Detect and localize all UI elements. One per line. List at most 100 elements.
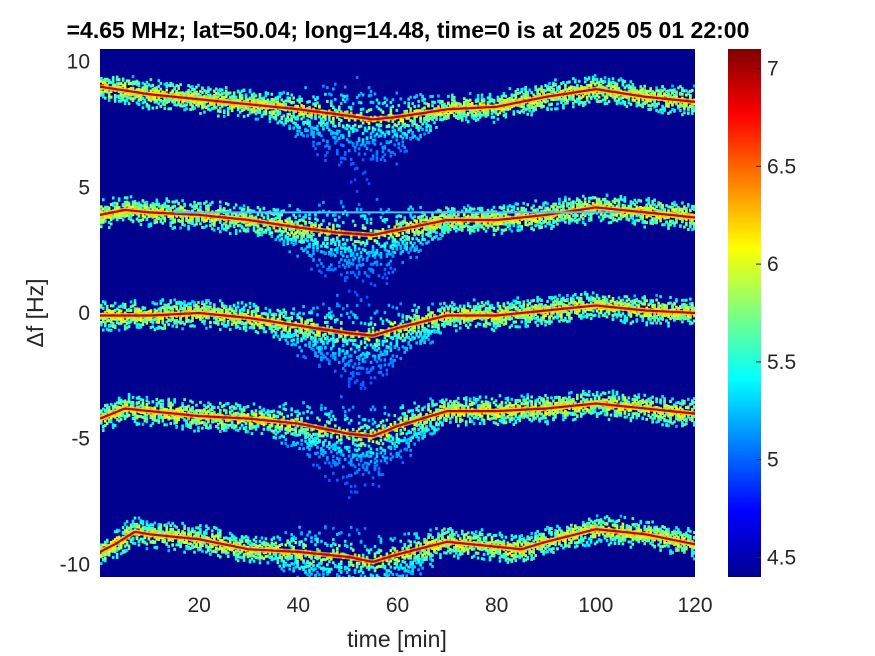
band-2-speckle	[556, 222, 559, 226]
band-2-speckle	[411, 237, 414, 241]
band-1-speckle	[228, 91, 232, 95]
band-1-speckle	[409, 95, 412, 99]
band-1-speckle	[425, 115, 428, 119]
band-2-speckle	[375, 239, 379, 243]
band-1-speckle	[272, 102, 276, 106]
band-1-speckle	[224, 95, 228, 99]
band-2-speckle	[308, 217, 311, 221]
band-1-speckle	[621, 83, 625, 87]
band-2-speckle	[260, 227, 264, 231]
band-2-speckle	[367, 275, 371, 279]
band-1-speckle	[355, 95, 359, 99]
band-2-speckle	[355, 253, 359, 257]
band-1-speckle	[655, 86, 658, 90]
band-1-speckle	[123, 99, 127, 103]
band-1-speckle	[451, 95, 454, 99]
band-1-speckle	[334, 82, 337, 86]
band-1-speckle	[157, 89, 161, 93]
band-1-speckle	[383, 153, 387, 157]
band-1-speckle	[107, 78, 111, 82]
band-1-speckle	[260, 114, 264, 118]
band-1-speckle	[330, 103, 333, 107]
band-2-speckle	[361, 279, 365, 283]
band-1-speckle	[399, 126, 403, 130]
band-1-speckle	[173, 87, 176, 91]
band-1-speckle	[470, 111, 474, 115]
band-1-speckle	[542, 104, 545, 108]
band-1-speckle	[427, 119, 430, 123]
band-1-speckle	[322, 125, 325, 129]
band-2-speckle	[389, 259, 393, 263]
band-2-speckle	[341, 254, 345, 258]
band-1-speckle	[377, 101, 381, 105]
band-1-speckle	[282, 100, 286, 104]
band-2-speckle	[415, 255, 418, 259]
band-1-speckle	[363, 126, 367, 130]
band-1-speckle	[476, 93, 480, 97]
band-2-speckle	[385, 276, 389, 280]
band-1-speckle	[429, 128, 432, 132]
band-1-speckle	[185, 107, 188, 111]
band-1-speckle	[189, 101, 192, 105]
band-1-speckle	[417, 104, 420, 108]
band-1-speckle	[453, 114, 456, 118]
band-2-speckle	[415, 245, 418, 249]
band-1-speckle	[421, 98, 424, 102]
band-2-speckle	[169, 224, 172, 228]
band-1-speckle	[347, 105, 351, 109]
band-1-speckle	[191, 107, 194, 111]
band-1-speckle	[379, 129, 383, 133]
band-1-speckle	[157, 79, 161, 83]
band-1-speckle	[425, 125, 428, 129]
band-2-speckle	[357, 272, 361, 276]
band-1-speckle	[403, 109, 407, 113]
band-1-speckle	[326, 151, 329, 155]
band-1-speckle	[385, 104, 389, 108]
band-1-speckle	[326, 139, 329, 143]
band-1-speckle	[395, 138, 399, 142]
band-1-speckle	[157, 102, 161, 106]
band-1-speckle	[284, 118, 288, 122]
band-2-speckle	[322, 265, 325, 269]
band-1-speckle	[464, 103, 468, 107]
band-1-speckle	[304, 120, 307, 124]
band-1-speckle	[312, 144, 315, 148]
band-1-speckle	[441, 100, 444, 104]
band-1-speckle	[401, 136, 405, 140]
band-1-speckle	[361, 138, 365, 142]
band-1-speckle	[413, 122, 416, 126]
band-2-speckle	[399, 214, 403, 218]
band-1-speckle	[339, 143, 343, 147]
band-1-speckle	[359, 124, 363, 128]
band-1-speckle	[115, 84, 119, 88]
band-1-speckle	[268, 101, 272, 105]
band-1-speckle	[244, 98, 248, 102]
band-1-speckle	[558, 85, 561, 89]
band-1-speckle	[135, 88, 139, 92]
band-1-speckle	[242, 114, 246, 118]
band-1-speckle	[407, 101, 410, 105]
band-1-speckle	[326, 126, 329, 130]
band-1-speckle	[207, 89, 210, 93]
band-1-speckle	[460, 115, 464, 119]
band-1-speckle	[399, 134, 403, 138]
band-2-speckle	[361, 257, 365, 261]
band-1-speckle	[121, 93, 125, 97]
band-1-speckle	[217, 103, 220, 107]
band-1-speckle	[504, 94, 508, 98]
band-1-speckle	[338, 117, 341, 121]
band-2-speckle	[205, 200, 208, 204]
band-1-speckle	[143, 98, 147, 102]
band-2-speckle	[496, 227, 500, 231]
band-2-speckle	[173, 226, 176, 230]
band-1-speckle	[371, 141, 375, 145]
band-1-speckle	[312, 102, 315, 106]
band-1-speckle	[226, 113, 230, 117]
band-1-speckle	[480, 99, 484, 103]
band-1-speckle	[484, 111, 488, 115]
band-1-speckle	[381, 150, 385, 154]
band-1-speckle	[236, 114, 240, 118]
band-1-speckle	[629, 102, 633, 106]
band-1-speckle	[220, 95, 224, 99]
band-2-speckle	[365, 221, 369, 225]
